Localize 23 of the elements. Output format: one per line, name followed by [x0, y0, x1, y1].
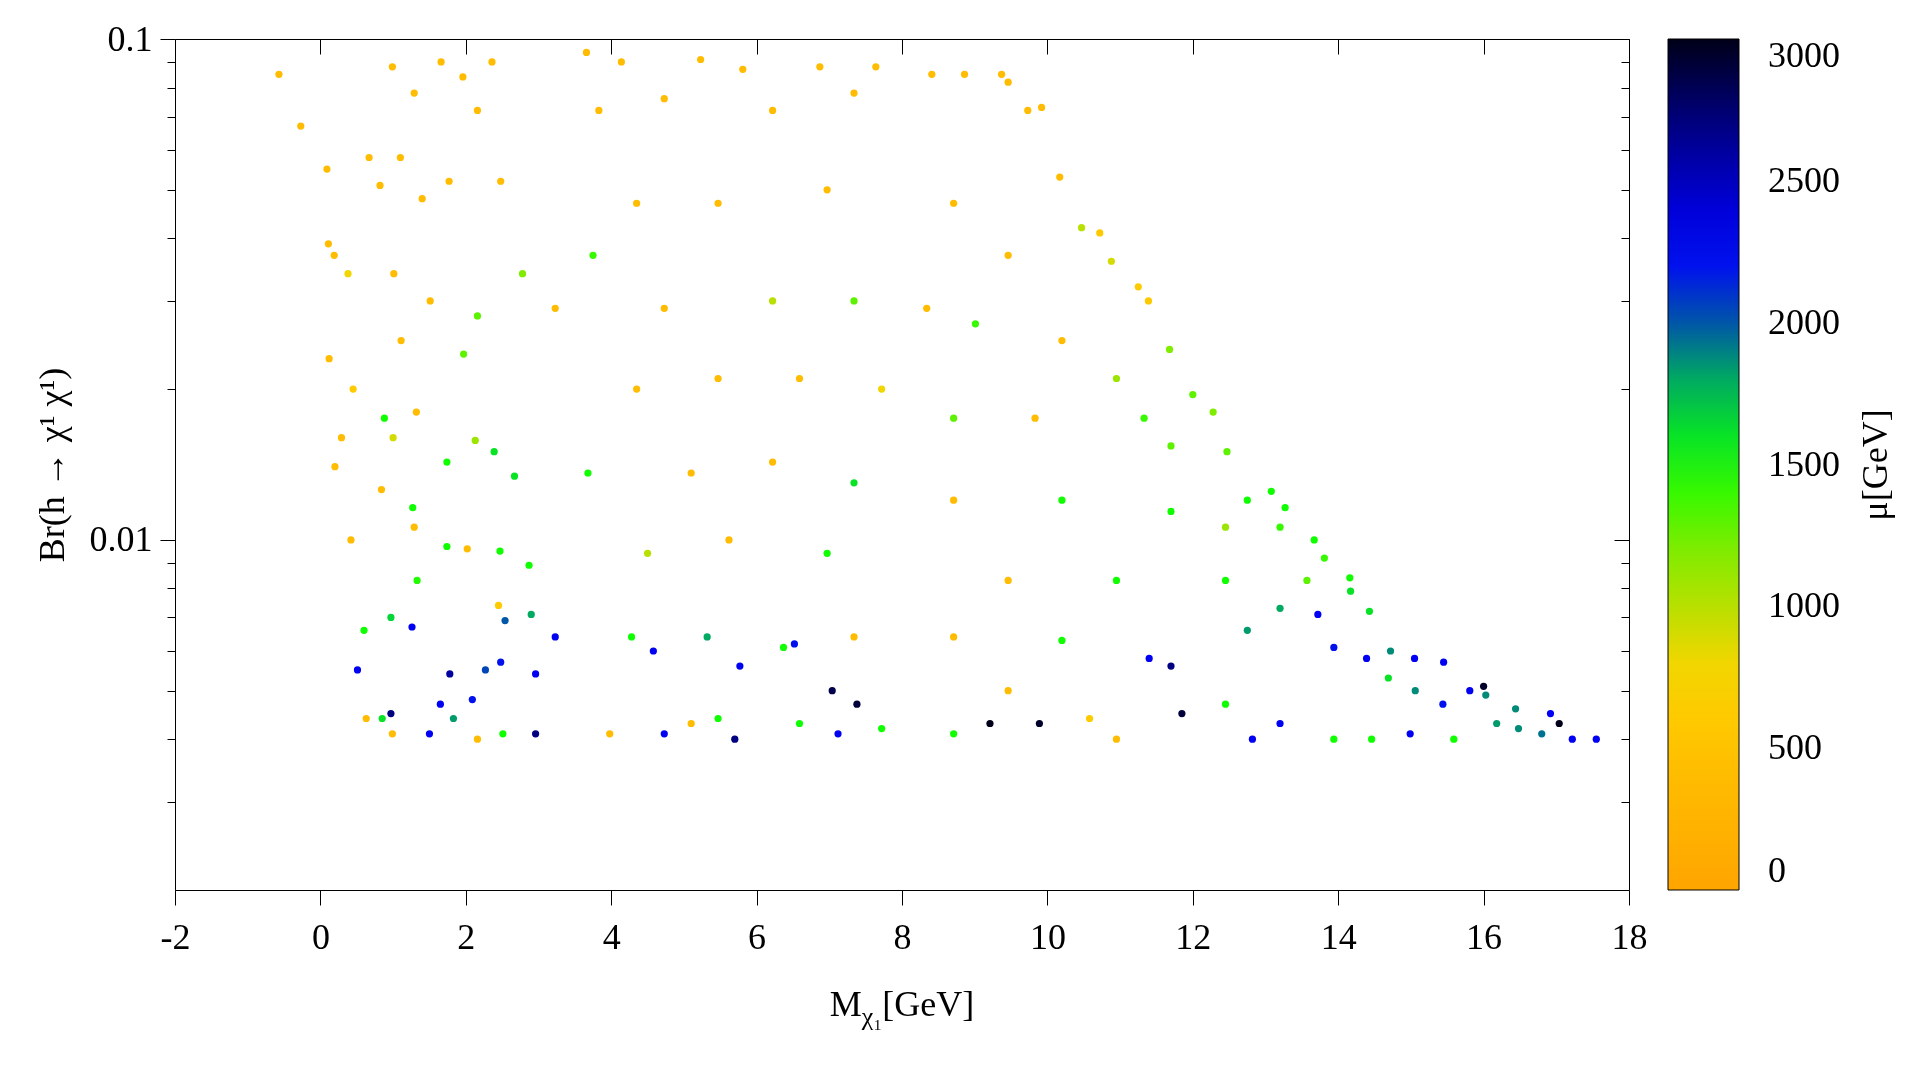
- color-bar-label: 2500: [1768, 159, 1840, 200]
- x-tick-label: 12: [1175, 916, 1212, 957]
- x-tick-label: 4: [602, 916, 621, 957]
- x-tick-label: 18: [1611, 916, 1648, 957]
- y-tick-label: 0.1: [107, 18, 153, 59]
- x-tick-label: 10: [1029, 916, 1066, 957]
- x-tick-label: 14: [1320, 916, 1357, 957]
- x-axis-title: M$_{χ₁}$[GeV]: [828, 984, 976, 1031]
- color-bar-label: 0: [1768, 850, 1786, 890]
- color-bar-label: 1000: [1768, 585, 1840, 626]
- color-bar-title: μ[GeV]: [1855, 409, 1895, 521]
- x-tick-label: 16: [1466, 916, 1503, 957]
- y-axis-title: Br(h → χ¹ χ¹): [31, 367, 72, 563]
- color-bar-label: 3000: [1768, 35, 1840, 75]
- color-bar-label: 1500: [1768, 443, 1840, 484]
- x-tick-label: -2: [160, 916, 191, 957]
- x-tick-label: 2: [457, 916, 476, 957]
- color-bar-label: 2000: [1768, 301, 1840, 342]
- y-tick-label: 0.01: [89, 519, 153, 560]
- x-tick-label: 8: [893, 916, 912, 957]
- x-tick-label: 6: [748, 916, 767, 957]
- x-tick-label: 0: [311, 916, 330, 957]
- color-bar-label: 500: [1768, 727, 1822, 768]
